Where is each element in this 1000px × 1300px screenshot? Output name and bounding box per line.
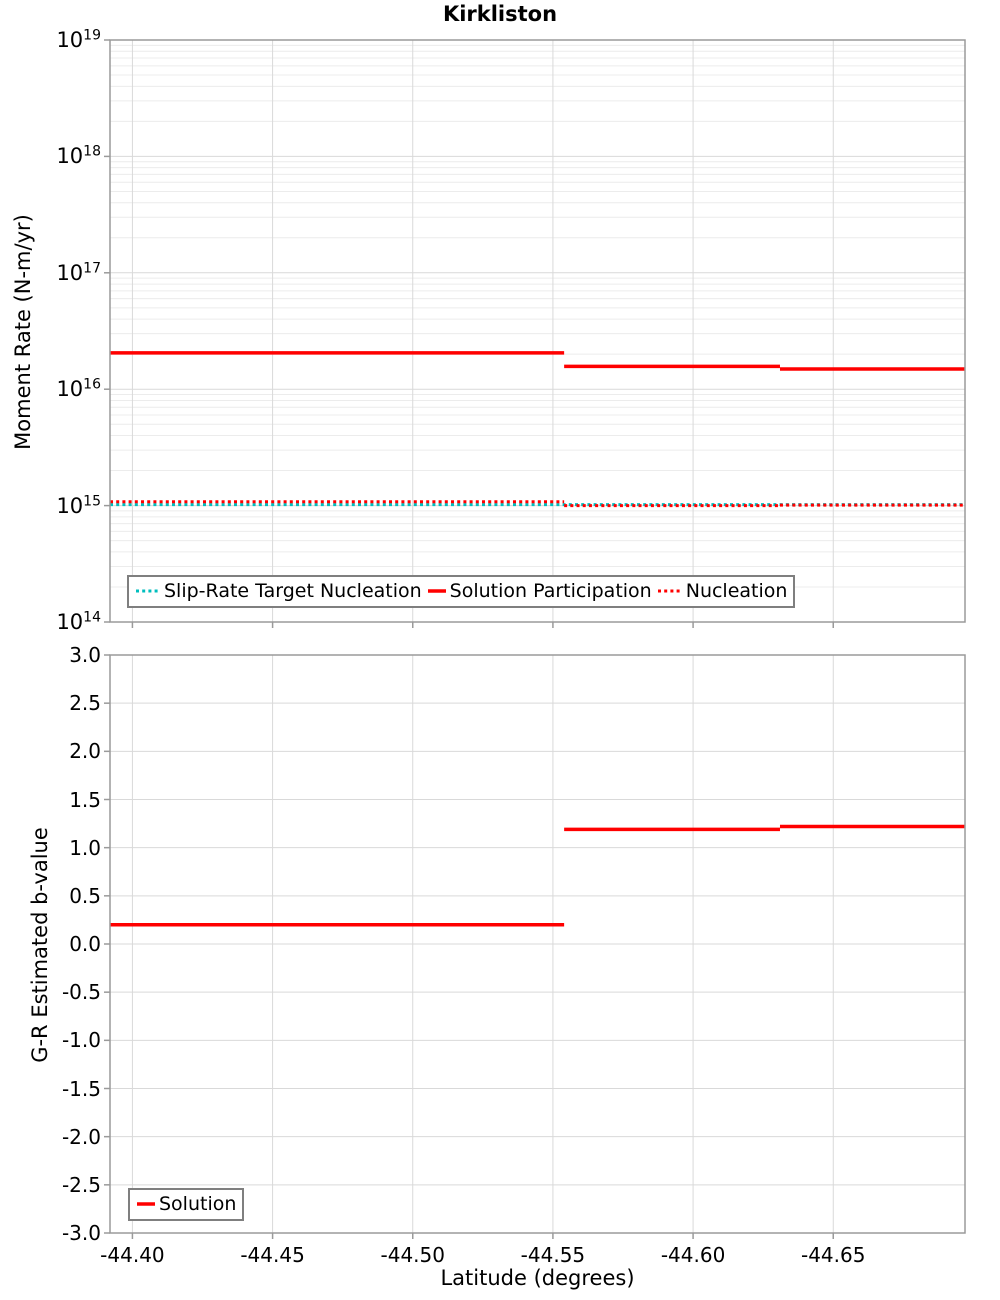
y-tick-label: -1.5 — [61, 1076, 101, 1101]
dotted-line-icon — [136, 589, 160, 593]
y-tick-label: 0.0 — [69, 932, 101, 956]
y-tick-label: -2.5 — [61, 1172, 101, 1197]
y-tick-label: 0.5 — [69, 883, 101, 908]
y-tick-label: 3.0 — [69, 643, 101, 667]
legend-entry: Slip-Rate Target Nucleation — [135, 580, 422, 602]
legend-entry: Solution Participation — [427, 580, 652, 602]
x-tick-label: -44.60 — [660, 1243, 726, 1267]
legend-entry: Nucleation — [657, 580, 788, 602]
x-tick-label: -44.65 — [800, 1243, 866, 1267]
bvalue-y-axis-title: G-R Estimated b-value — [28, 827, 52, 1063]
moment-rate-plot — [104, 39, 966, 628]
x-tick-label: -44.50 — [380, 1243, 445, 1267]
legend-label: Solution — [159, 1193, 237, 1215]
moment-plot-legend: Slip-Rate Target Nucleation Solution Par… — [127, 575, 796, 608]
b-value-plot — [104, 654, 966, 1239]
y-tick-label: 1.0 — [69, 835, 101, 860]
y-tick-label: -3.0 — [61, 1221, 101, 1245]
y-tick-label: 1019 — [56, 27, 101, 52]
moment-y-axis-title: Moment Rate (N-m/yr) — [11, 214, 35, 450]
y-tick-label: 1017 — [56, 260, 101, 285]
y-tick-label: 1015 — [56, 492, 101, 518]
x-tick-label: -44.40 — [100, 1243, 165, 1267]
legend-label: Slip-Rate Target Nucleation — [164, 580, 422, 602]
x-tick-label: -44.55 — [520, 1243, 586, 1267]
y-tick-label: 2.0 — [69, 739, 101, 764]
y-tick-label: 1018 — [56, 143, 101, 169]
x-axis-title: Latitude (degrees) — [440, 1266, 635, 1290]
y-tick-label: 1.5 — [69, 787, 101, 812]
y-tick-label: -1.0 — [61, 1028, 101, 1053]
y-tick-label: -2.0 — [61, 1124, 101, 1149]
page-title: Kirkliston — [442, 2, 558, 26]
legend-label: Solution Participation — [449, 580, 652, 602]
legend-label: Nucleation — [685, 580, 788, 602]
y-tick-label: -0.5 — [61, 980, 101, 1005]
y-tick-label: 1014 — [56, 609, 101, 634]
y-tick-label: 2.5 — [69, 691, 101, 716]
solid-line-icon — [137, 1202, 155, 1206]
b-value-plot-legend: Solution — [128, 1188, 245, 1221]
dotted-line-icon — [657, 589, 682, 593]
x-tick-label: -44.45 — [240, 1243, 305, 1267]
solid-line-icon — [427, 589, 446, 593]
y-tick-label: 1016 — [56, 376, 101, 402]
legend-entry: Solution — [136, 1193, 236, 1215]
